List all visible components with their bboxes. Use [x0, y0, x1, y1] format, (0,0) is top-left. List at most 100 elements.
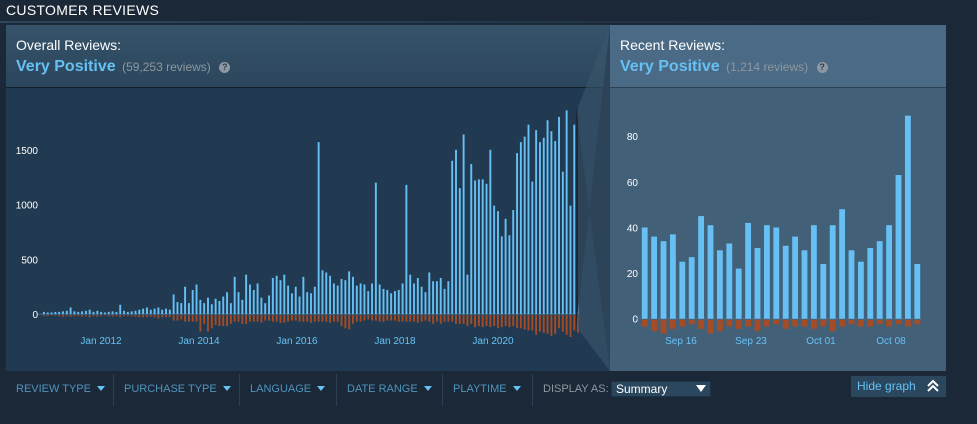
- negative-review-bar[interactable]: [268, 315, 270, 321]
- negative-review-bar[interactable]: [523, 315, 526, 330]
- positive-review-bar[interactable]: [149, 309, 152, 315]
- positive-review-bar[interactable]: [516, 153, 518, 315]
- positive-review-bar[interactable]: [455, 149, 457, 315]
- positive-review-bar[interactable]: [191, 290, 194, 315]
- negative-review-bar[interactable]: [466, 315, 469, 327]
- positive-review-bar[interactable]: [161, 309, 164, 315]
- negative-review-bar[interactable]: [497, 315, 499, 329]
- negative-review-bar[interactable]: [688, 319, 695, 325]
- positive-review-bar[interactable]: [474, 180, 477, 315]
- positive-review-bar[interactable]: [443, 288, 446, 315]
- positive-review-bar[interactable]: [839, 209, 846, 319]
- positive-review-bar[interactable]: [914, 263, 921, 319]
- negative-review-bar[interactable]: [233, 315, 236, 322]
- positive-review-bar[interactable]: [500, 236, 503, 315]
- negative-review-bar[interactable]: [810, 319, 817, 329]
- negative-review-bar[interactable]: [42, 315, 45, 317]
- positive-review-bar[interactable]: [302, 276, 305, 315]
- positive-review-bar[interactable]: [138, 309, 141, 315]
- negative-review-bar[interactable]: [187, 315, 190, 322]
- negative-review-bar[interactable]: [111, 315, 114, 317]
- positive-review-bar[interactable]: [497, 211, 499, 315]
- positive-review-bar[interactable]: [462, 134, 465, 315]
- positive-review-bar[interactable]: [573, 124, 576, 315]
- negative-review-bar[interactable]: [420, 315, 423, 322]
- positive-review-bar[interactable]: [306, 292, 309, 315]
- negative-review-bar[interactable]: [279, 315, 282, 323]
- negative-review-bar[interactable]: [65, 315, 68, 317]
- question-icon[interactable]: ?: [219, 62, 231, 73]
- negative-review-bar[interactable]: [107, 315, 110, 317]
- positive-review-bar[interactable]: [405, 184, 408, 315]
- negative-review-bar[interactable]: [558, 315, 560, 329]
- filter-date-range[interactable]: DATE RANGE: [337, 374, 443, 406]
- positive-review-bar[interactable]: [820, 263, 827, 319]
- negative-review-bar[interactable]: [651, 319, 658, 332]
- negative-review-bar[interactable]: [344, 315, 347, 329]
- positive-review-bar[interactable]: [348, 271, 351, 315]
- positive-review-bar[interactable]: [745, 222, 752, 319]
- negative-review-bar[interactable]: [157, 315, 160, 319]
- positive-review-bar[interactable]: [420, 286, 423, 315]
- negative-review-bar[interactable]: [451, 315, 454, 322]
- positive-review-bar[interactable]: [226, 292, 229, 315]
- positive-review-bar[interactable]: [904, 115, 911, 319]
- positive-review-bar[interactable]: [792, 236, 799, 319]
- positive-review-bar[interactable]: [477, 179, 480, 315]
- positive-review-bar[interactable]: [233, 276, 236, 315]
- negative-review-bar[interactable]: [801, 319, 808, 327]
- negative-review-bar[interactable]: [409, 315, 412, 322]
- negative-review-bar[interactable]: [716, 319, 723, 332]
- negative-review-bar[interactable]: [96, 315, 99, 317]
- negative-review-bar[interactable]: [374, 315, 377, 321]
- negative-review-bar[interactable]: [569, 315, 572, 337]
- positive-review-bar[interactable]: [268, 295, 270, 315]
- positive-review-bar[interactable]: [317, 142, 320, 315]
- negative-review-bar[interactable]: [531, 315, 534, 331]
- negative-review-bar[interactable]: [493, 315, 496, 327]
- positive-review-bar[interactable]: [111, 311, 114, 315]
- negative-review-bar[interactable]: [390, 315, 393, 321]
- negative-review-bar[interactable]: [138, 315, 141, 318]
- positive-review-bar[interactable]: [367, 291, 370, 315]
- question-icon[interactable]: ?: [816, 62, 828, 73]
- negative-review-bar[interactable]: [378, 315, 381, 322]
- negative-review-bar[interactable]: [50, 315, 53, 316]
- positive-review-bar[interactable]: [810, 225, 817, 319]
- positive-review-bar[interactable]: [561, 171, 564, 315]
- negative-review-bar[interactable]: [325, 315, 328, 322]
- positive-review-bar[interactable]: [519, 142, 522, 315]
- negative-review-bar[interactable]: [443, 315, 446, 322]
- negative-review-bar[interactable]: [485, 315, 488, 327]
- positive-review-bar[interactable]: [542, 137, 545, 315]
- negative-review-bar[interactable]: [172, 315, 175, 321]
- negative-review-bar[interactable]: [439, 315, 442, 324]
- positive-review-bar[interactable]: [451, 160, 454, 315]
- negative-review-bar[interactable]: [84, 315, 87, 317]
- negative-review-bar[interactable]: [115, 315, 118, 317]
- negative-review-bar[interactable]: [245, 315, 248, 324]
- positive-review-bar[interactable]: [660, 241, 667, 319]
- negative-review-bar[interactable]: [359, 315, 362, 322]
- positive-review-bar[interactable]: [538, 142, 541, 315]
- negative-review-bar[interactable]: [290, 315, 293, 321]
- negative-review-bar[interactable]: [474, 315, 477, 328]
- negative-review-bar[interactable]: [191, 315, 194, 322]
- negative-review-bar[interactable]: [416, 315, 419, 323]
- negative-review-bar[interactable]: [363, 315, 366, 321]
- positive-review-bar[interactable]: [378, 284, 381, 315]
- positive-review-bar[interactable]: [876, 241, 883, 319]
- negative-review-bar[interactable]: [58, 315, 61, 317]
- negative-review-bar[interactable]: [283, 315, 286, 323]
- positive-review-bar[interactable]: [435, 281, 438, 315]
- negative-review-bar[interactable]: [792, 319, 799, 327]
- negative-review-bar[interactable]: [754, 319, 761, 332]
- positive-review-bar[interactable]: [168, 309, 171, 315]
- negative-review-bar[interactable]: [153, 315, 156, 318]
- filter-playtime[interactable]: PLAYTIME: [443, 374, 533, 406]
- positive-review-bar[interactable]: [565, 110, 568, 315]
- positive-review-bar[interactable]: [493, 205, 496, 315]
- filter-purchase-type[interactable]: PURCHASE TYPE: [114, 374, 240, 406]
- negative-review-bar[interactable]: [401, 315, 404, 322]
- negative-review-bar[interactable]: [386, 315, 389, 321]
